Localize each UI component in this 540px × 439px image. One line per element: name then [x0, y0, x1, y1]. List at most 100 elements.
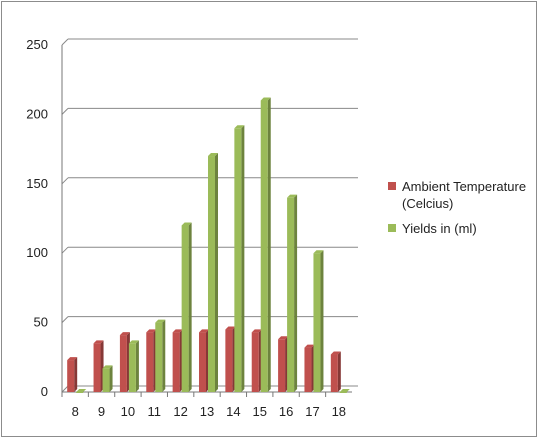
bar-front [287, 197, 295, 392]
bar-top [181, 222, 192, 226]
bar-front [67, 360, 75, 392]
x-tick-label: 14 [226, 404, 240, 419]
bar-side [162, 319, 166, 392]
bar-temperature-9 [93, 340, 104, 392]
bar-top [146, 329, 157, 333]
bar-front [330, 354, 338, 392]
bar-front [339, 392, 347, 393]
bar-front [76, 392, 84, 393]
y-tick-label: 150 [26, 176, 48, 191]
x-tick-labels: 8 9 10 11 12 13 14 15 16 17 18 [72, 404, 346, 419]
bar-top [339, 389, 350, 392]
y-tick-labels: 0 50 100 150 200 250 [26, 37, 48, 399]
bar-front [199, 332, 206, 392]
bar-front [172, 332, 180, 392]
bar-side [294, 194, 298, 392]
legend-label-yields: Yields in (ml) [402, 221, 477, 236]
y-tick-label: 100 [26, 245, 48, 260]
bar-top [76, 389, 87, 392]
bar-front [234, 128, 242, 392]
bar-side [320, 250, 324, 392]
bar-front [155, 322, 163, 392]
bar-top [304, 344, 315, 348]
bar-temperature-13 [199, 329, 209, 392]
bar-front [251, 332, 259, 392]
bar-top [128, 340, 139, 344]
bar-yields-10 [128, 340, 139, 392]
gridline-diag [61, 177, 69, 185]
bar-front [304, 347, 312, 392]
bar-front [93, 343, 101, 392]
bar-side [267, 97, 271, 393]
bar-front [208, 156, 215, 392]
bar-top [67, 357, 78, 361]
bar-front [119, 335, 127, 392]
bar-top [208, 153, 218, 157]
bar-top [287, 194, 298, 198]
bar-side [188, 222, 192, 392]
bar-top [234, 125, 245, 129]
bar-temperature-11 [146, 329, 157, 392]
bar-yields-8 [76, 389, 87, 393]
bar-yields-17 [313, 250, 324, 392]
bar-top [313, 250, 324, 254]
bars [67, 97, 350, 393]
y-tick-label: 200 [26, 106, 48, 121]
legend-swatch-temperature [388, 182, 396, 190]
bar-top [278, 336, 289, 340]
bar-top [199, 329, 209, 333]
legend-label-temperature: Ambient Temperature (Celcius) [402, 179, 527, 211]
bar-front [181, 225, 189, 392]
bar-top [102, 365, 113, 369]
gridline-diag [61, 316, 69, 323]
bar-yields-13 [208, 153, 218, 392]
x-tick-label: 15 [252, 404, 266, 419]
bar-side [109, 365, 113, 392]
bar-temperature-18 [330, 351, 341, 392]
gridline-diag [61, 246, 69, 254]
legend-swatch-yields [388, 224, 396, 232]
x-tick-label: 11 [148, 404, 162, 419]
x-tick-label: 17 [305, 404, 319, 419]
y-tick-label: 250 [26, 37, 48, 52]
bar-side [135, 340, 139, 392]
bar-yields-12 [181, 222, 192, 392]
bar-front [128, 343, 136, 392]
bar-top [260, 97, 271, 101]
bar-yields-14 [234, 125, 245, 392]
bar-side [74, 357, 78, 392]
x-tick-label: 18 [332, 404, 346, 419]
gridline-diag [61, 385, 69, 393]
bar-top [251, 329, 262, 333]
x-tick-label: 10 [121, 404, 135, 419]
bar-top [93, 340, 104, 344]
x-tick-label: 8 [72, 404, 79, 419]
x-tick-label: 13 [200, 404, 214, 419]
legend: Ambient Temperature (Celcius) Yields in … [388, 178, 538, 245]
bar-temperature-16 [278, 336, 289, 392]
bar-temperature-17 [304, 344, 315, 392]
bar-top [225, 326, 236, 330]
bar-yields-16 [287, 194, 298, 392]
bar-side [241, 125, 245, 392]
bar-top [172, 329, 183, 333]
bar-front [146, 332, 154, 392]
bar-temperature-12 [172, 329, 183, 392]
bar-front [260, 100, 268, 393]
x-tick-label: 9 [98, 404, 105, 419]
bar-temperature-8 [67, 357, 78, 392]
bar-front [278, 339, 286, 392]
bar-yields-9 [102, 365, 113, 392]
bar-front [313, 253, 321, 392]
bar-side [215, 153, 218, 392]
legend-entry-temperature: Ambient Temperature (Celcius) [388, 178, 538, 212]
bar-top [119, 332, 130, 336]
y-tick-label: 50 [34, 315, 48, 330]
x-tick-label: 12 [173, 404, 187, 419]
legend-entry-yields: Yields in (ml) [388, 220, 538, 237]
bar-yields-15 [260, 97, 271, 393]
x-tick-label: 16 [279, 404, 293, 419]
bar-yields-18 [339, 389, 350, 393]
